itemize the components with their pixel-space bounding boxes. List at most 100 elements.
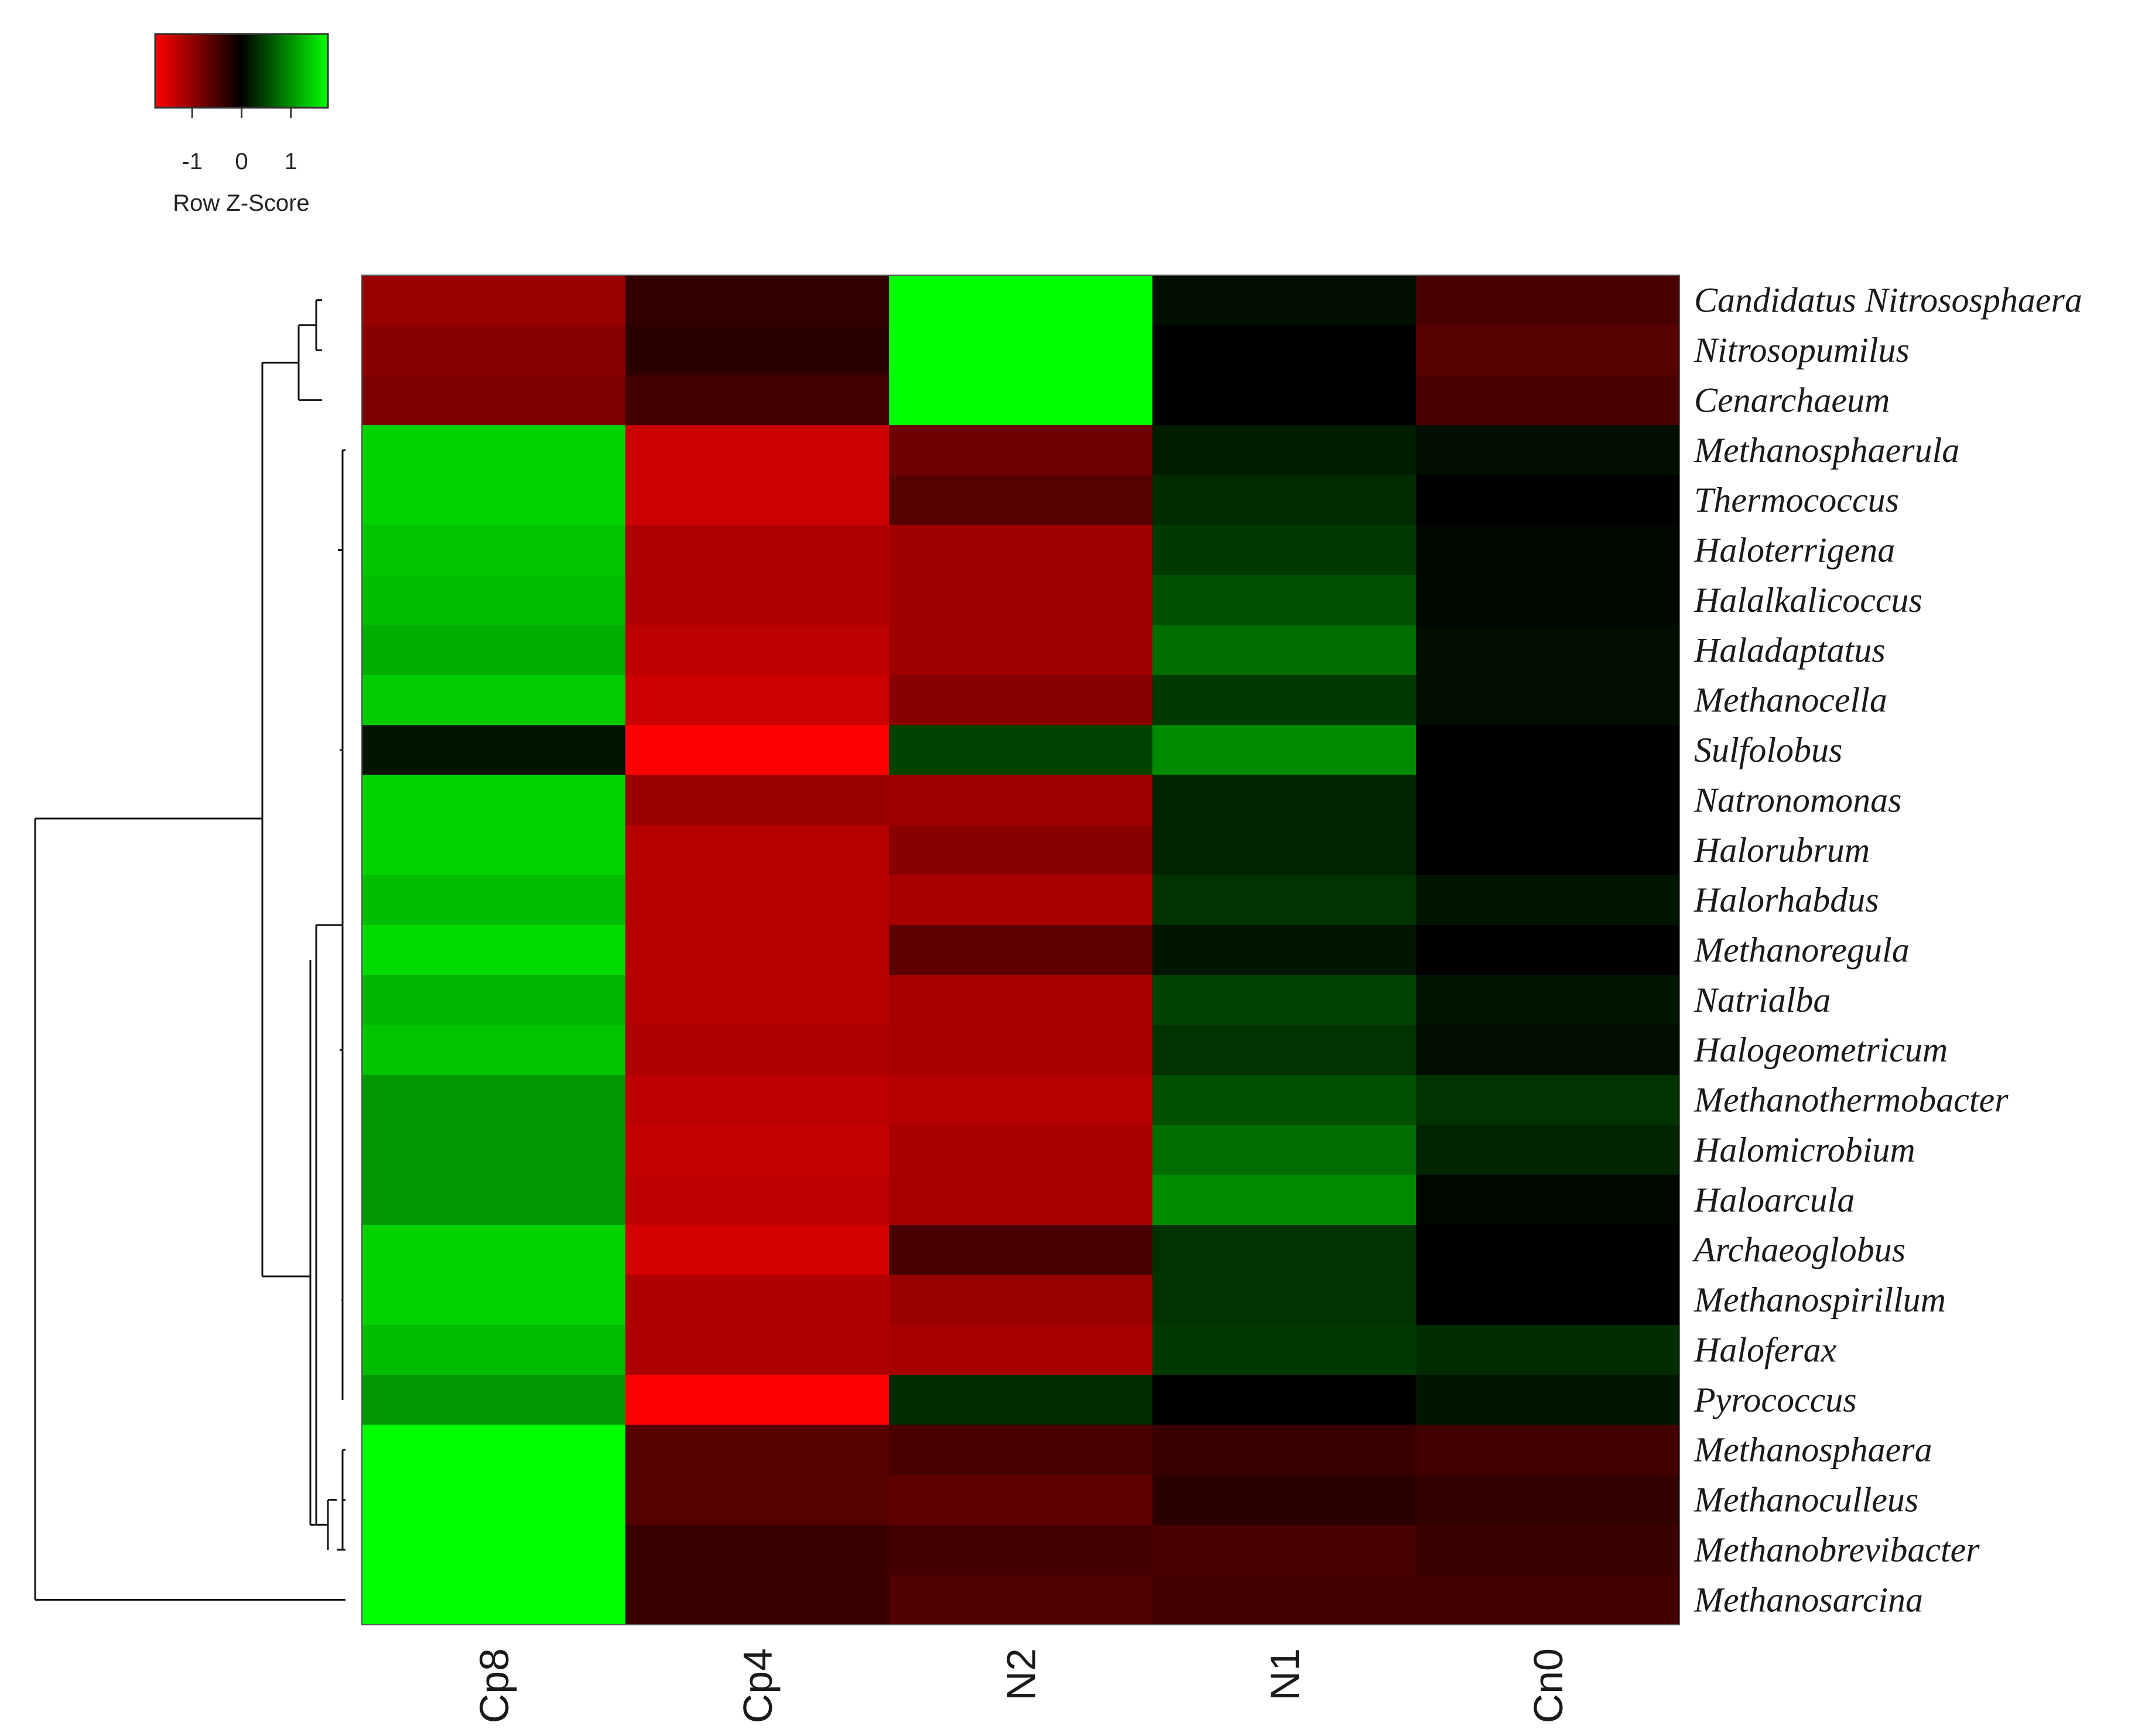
heatmap-cell-halogeometricum-cp8 [362, 1025, 626, 1076]
heatmap-cell-methanobrevibacter-cn0 [1416, 1525, 1680, 1576]
row-label-methanosphaerula: Methanosphaerula [1693, 431, 1959, 470]
row-label-halorubrum: Halorubrum [1693, 831, 1870, 869]
heatmap-cell-halomicrobium-cp4 [625, 1125, 889, 1176]
heatmap-cell-natronomonas-cn0 [1416, 775, 1680, 826]
row-label-haladaptatus: Haladaptatus [1693, 631, 1886, 669]
row-label-nitrosopumilus: Nitrosopumilus [1693, 331, 1910, 369]
heatmap-cell-methanoregula-n2 [889, 925, 1153, 975]
heatmap-cell-methanoculleus-cp4 [625, 1474, 889, 1525]
heatmap-cell-pyrococcus-cp8 [362, 1375, 626, 1426]
heatmap-cell-methanocella-cp8 [362, 674, 626, 725]
color-key-tick-label: 1 [285, 149, 297, 174]
heatmap-cell-natronomonas-cp8 [362, 775, 626, 826]
heatmap-cell-haladaptatus-cn0 [1416, 625, 1680, 676]
heatmap-cell-halorhabdus-n2 [889, 875, 1153, 926]
heatmap-cell-archaeoglobus-cp4 [625, 1225, 889, 1276]
heatmap-cell-methanoculleus-n2 [889, 1474, 1153, 1525]
heatmap-cell-archaeoglobus-cp8 [362, 1225, 626, 1276]
heatmap-cell-halogeometricum-n2 [889, 1025, 1153, 1076]
heatmap-cell-candidatus-nitrososphaera-cn0 [1416, 275, 1680, 326]
heatmap-cell-methanosphaera-n2 [889, 1425, 1153, 1475]
heatmap-cell-candidatus-nitrososphaera-cp4 [625, 275, 889, 326]
heatmap-cell-cenarchaeum-n1 [1152, 375, 1417, 426]
heatmap-cell-methanospirillum-cp8 [362, 1275, 626, 1326]
heatmap-cell-haloterrigena-n2 [889, 525, 1153, 576]
heatmap-cell-methanosarcina-cp4 [625, 1574, 889, 1625]
color-key-ticks: -1 0 1 [182, 108, 297, 174]
heatmap-cell-halorhabdus-cp4 [625, 875, 889, 926]
column-label-n2: N2 [998, 1648, 1044, 1700]
heatmap-cell-thermococcus-n2 [889, 475, 1153, 526]
heatmap-cell-haloarcula-cn0 [1416, 1175, 1680, 1225]
heatmap-cell-halogeometricum-cn0 [1416, 1025, 1680, 1076]
row-label-methanobrevibacter: Methanobrevibacter [1693, 1530, 1980, 1569]
heatmap-cell-haloarcula-n2 [889, 1175, 1153, 1225]
heatmap-cell-methanoculleus-cp8 [362, 1474, 626, 1525]
column-label-cp8: Cp8 [471, 1648, 517, 1723]
heatmap-cell-natrialba-n2 [889, 975, 1153, 1026]
heatmap-cell-methanosphaera-cn0 [1416, 1425, 1680, 1475]
heatmap-cell-nitrosopumilus-cn0 [1416, 325, 1680, 376]
heatmap-cell-sulfolobus-cn0 [1416, 725, 1680, 776]
heatmap-cell-methanosphaerula-cp4 [625, 425, 889, 476]
heatmap-cell-thermococcus-cp8 [362, 475, 626, 526]
heatmap-cell-methanocella-n1 [1152, 674, 1417, 725]
heatmap-cell-candidatus-nitrososphaera-cp8 [362, 275, 626, 326]
heatmap-cell-archaeoglobus-n1 [1152, 1225, 1417, 1276]
heatmap-cell-halalkalicoccus-cp8 [362, 575, 626, 626]
heatmap-cell-methanosphaera-n1 [1152, 1425, 1417, 1475]
row-label-haloferax: Haloferax [1693, 1330, 1837, 1369]
heatmap-cell-methanoculleus-n1 [1152, 1474, 1417, 1525]
heatmap-cell-halalkalicoccus-cp4 [625, 575, 889, 626]
row-label-halalkalicoccus: Halalkalicoccus [1693, 581, 1922, 619]
heatmap-cell-methanoculleus-cn0 [1416, 1474, 1680, 1525]
heatmap-cell-sulfolobus-n1 [1152, 725, 1417, 776]
heatmap-cell-natrialba-cn0 [1416, 975, 1680, 1026]
heatmap-cell-methanospirillum-cp4 [625, 1275, 889, 1326]
heatmap-cell-thermococcus-cp4 [625, 475, 889, 526]
heatmap-cell-halomicrobium-cn0 [1416, 1125, 1680, 1176]
heatmap-cell-haloferax-n1 [1152, 1324, 1417, 1375]
heatmap-cell-haloarcula-cp4 [625, 1175, 889, 1225]
heatmap-cell-pyrococcus-n2 [889, 1375, 1153, 1426]
heatmap-cell-methanobrevibacter-cp8 [362, 1525, 626, 1576]
heatmap-cell-halogeometricum-n1 [1152, 1025, 1417, 1076]
heatmap-cell-haladaptatus-cp8 [362, 625, 626, 676]
column-label-cn0: Cn0 [1525, 1648, 1571, 1723]
heatmap-cell-halomicrobium-n2 [889, 1125, 1153, 1176]
row-label-methanosphaera: Methanosphaera [1693, 1430, 1932, 1469]
heatmap-cell-methanoregula-n1 [1152, 925, 1417, 975]
row-label-methanosarcina: Methanosarcina [1693, 1580, 1923, 1619]
heatmap-cell-nitrosopumilus-n2 [889, 325, 1153, 376]
row-label-pyrococcus: Pyrococcus [1693, 1381, 1857, 1419]
heatmap-cell-methanobrevibacter-n1 [1152, 1525, 1417, 1576]
heatmap-cell-methanothermobacter-cp4 [625, 1074, 889, 1125]
heatmap-border [361, 275, 1680, 1625]
heatmap-cell-cenarchaeum-n2 [889, 375, 1153, 426]
row-label-methanospirillum: Methanospirillum [1693, 1280, 1946, 1319]
row-label-methanocella: Methanocella [1693, 681, 1887, 720]
heatmap-cell-methanosarcina-cp8 [362, 1574, 626, 1625]
heatmap-cell-thermococcus-n1 [1152, 475, 1417, 526]
color-key-legend: -1 0 1 Row Z-Score [154, 33, 329, 216]
row-labels: Candidatus Nitrososphaera Nitrosopumilus C… [1692, 281, 2082, 1619]
heatmap-cell-methanocella-cp4 [625, 674, 889, 725]
heatmap-cell-methanosarcina-n1 [1152, 1574, 1417, 1625]
column-label-cp4: Cp4 [735, 1648, 781, 1723]
heatmap-cell-haladaptatus-cp4 [625, 625, 889, 676]
heatmap-cell-haladaptatus-n2 [889, 625, 1153, 676]
heatmap-cell-methanocella-cn0 [1416, 674, 1680, 725]
heatmap-cell-haloferax-cp4 [625, 1324, 889, 1375]
heatmap-cells [362, 275, 1680, 1625]
row-label-haloarcula: Haloarcula [1693, 1180, 1855, 1219]
heatmap-cell-halorhabdus-cp8 [362, 875, 626, 926]
heatmap-cell-nitrosopumilus-n1 [1152, 325, 1417, 376]
heatmap-cell-methanoregula-cp4 [625, 925, 889, 975]
heatmap-cell-methanosarcina-n2 [889, 1574, 1153, 1625]
row-label-halomicrobium: Halomicrobium [1693, 1131, 1915, 1169]
heatmap-cell-pyrococcus-cn0 [1416, 1375, 1680, 1426]
column-labels: Cp8 Cp4 N2 N1 Cn0 [471, 1648, 1571, 1723]
heatmap-cell-haloterrigena-cp4 [625, 525, 889, 576]
heatmap-cell-methanospirillum-n2 [889, 1275, 1153, 1326]
heatmap-cell-halalkalicoccus-n1 [1152, 575, 1417, 626]
